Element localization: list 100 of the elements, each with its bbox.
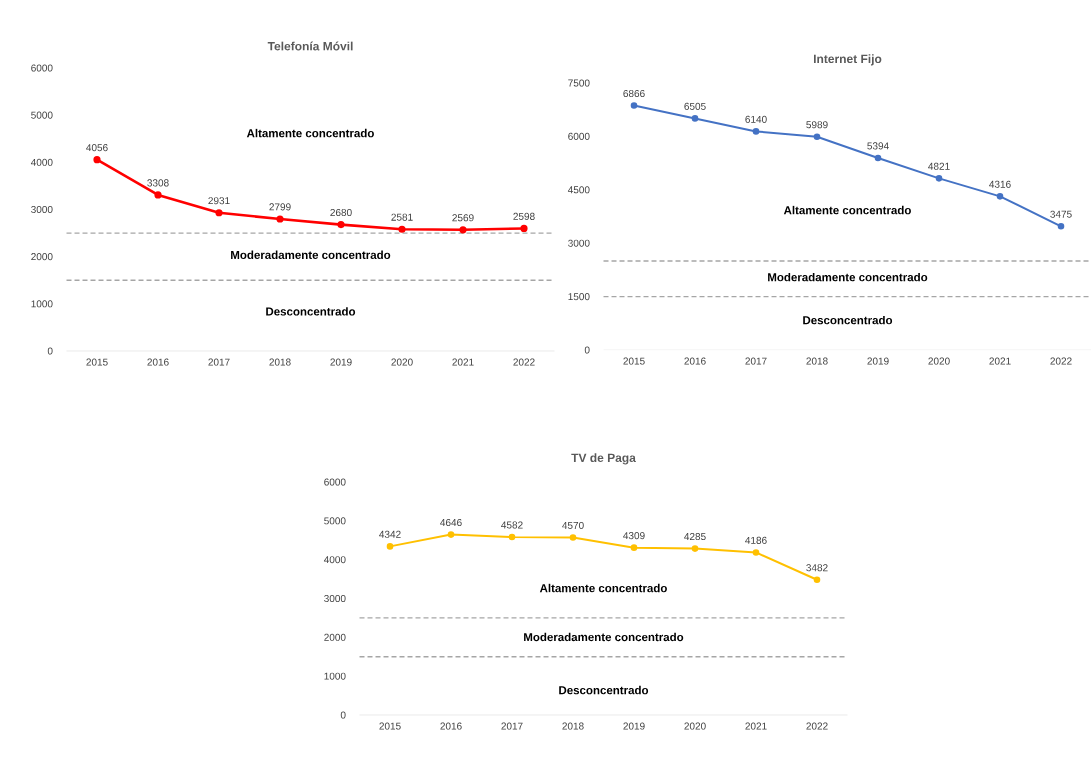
point: [276, 215, 284, 223]
y-tick-label: 1000: [324, 672, 346, 680]
point: [569, 534, 577, 541]
x-tick-label: 2015: [379, 722, 401, 730]
point: [630, 102, 638, 109]
x-tick-label: 2022: [513, 358, 535, 366]
annotation: Altamente concentrado: [539, 583, 667, 593]
x-tick-label: 2018: [269, 358, 291, 366]
data-label: 4316: [989, 180, 1011, 188]
point: [154, 191, 162, 199]
data-label: 4582: [501, 521, 523, 529]
point: [752, 128, 760, 135]
y-tick-label: 3000: [31, 205, 53, 214]
data-label: 6140: [745, 115, 767, 123]
x-tick-label: 2017: [208, 358, 230, 366]
x-tick-label: 2022: [1050, 357, 1072, 365]
data-label: 6866: [623, 89, 645, 98]
y-tick-label: 0: [47, 347, 53, 355]
y-tick-label: 7500: [568, 79, 590, 87]
data-label: 4646: [440, 518, 462, 527]
x-tick-label: 2019: [330, 358, 352, 366]
data-label: 5394: [867, 142, 889, 150]
data-label: 2931: [208, 197, 230, 205]
chart-title: TV de Paga: [571, 453, 636, 465]
point: [398, 225, 406, 233]
point: [508, 533, 516, 541]
y-tick-label: 4000: [323, 556, 346, 564]
x-tick-label: 2018: [806, 357, 828, 365]
annotation: Altamente concentrado: [783, 205, 911, 215]
data-label: 5989: [806, 121, 828, 129]
x-tick-label: 2015: [623, 357, 645, 365]
point: [215, 209, 223, 217]
data-label: 4570: [562, 521, 584, 529]
y-tick-label: 2000: [31, 253, 53, 261]
point: [459, 226, 467, 234]
point: [691, 115, 699, 122]
data-label: 4285: [684, 532, 706, 541]
x-tick-label: 2018: [562, 722, 584, 730]
y-tick-label: 1500: [568, 293, 590, 301]
x-tick-label: 2020: [684, 722, 706, 730]
annotation: Altamente concentrado: [246, 128, 374, 138]
point: [447, 531, 455, 538]
point: [520, 224, 528, 233]
x-tick-label: 2021: [452, 358, 474, 366]
y-tick-label: 4500: [567, 186, 590, 194]
x-tick-label: 2020: [928, 357, 950, 365]
data-label: 2799: [269, 203, 291, 211]
y-tick-label: 3000: [568, 239, 590, 247]
data-label: 4821: [928, 162, 950, 170]
annotation: Moderadamente concentrado: [524, 632, 684, 642]
y-tick-label: 4000: [30, 158, 53, 166]
point: [630, 544, 638, 551]
data-label: 6505: [684, 102, 706, 110]
point: [813, 133, 821, 141]
data-label: 2680: [330, 208, 352, 217]
y-tick-label: 6000: [324, 478, 346, 486]
data-label: 3475: [1050, 210, 1072, 218]
annotation: Moderadamente concentrado: [768, 272, 928, 282]
point: [935, 175, 943, 182]
data-label: 4309: [623, 532, 645, 540]
data-label: 4342: [379, 530, 401, 538]
chart-title: Telefonía Móvil: [267, 41, 353, 51]
y-tick-label: 6000: [31, 64, 53, 72]
point: [93, 156, 101, 164]
y-tick-label: 3000: [324, 594, 346, 603]
annotation: Desconcentrado: [559, 685, 649, 695]
y-tick-label: 6000: [568, 132, 590, 140]
data-label: 3482: [806, 564, 828, 572]
point: [691, 545, 699, 552]
data-label: 3308: [147, 179, 169, 187]
point: [874, 154, 882, 162]
data-label: 2569: [452, 214, 474, 222]
y-tick-label: 5000: [31, 111, 53, 119]
point: [813, 576, 821, 584]
x-tick-label: 2016: [147, 358, 169, 366]
y-tick-label: 0: [584, 346, 590, 354]
x-tick-label: 2019: [623, 722, 645, 730]
y-tick-label: 2000: [324, 633, 346, 641]
data-label: 4056: [86, 144, 108, 152]
data-label: 4186: [745, 536, 767, 544]
x-tick-label: 2016: [440, 722, 462, 730]
point: [337, 220, 345, 229]
data-label: 2581: [391, 213, 413, 221]
x-tick-label: 2015: [86, 358, 108, 366]
x-tick-label: 2022: [806, 722, 828, 730]
point: [386, 543, 394, 550]
x-tick-label: 2020: [391, 358, 413, 366]
annotation: Moderadamente concentrado: [231, 250, 391, 259]
point: [996, 193, 1004, 200]
y-tick-label: 1000: [31, 300, 53, 308]
point: [1057, 222, 1065, 230]
point: [752, 549, 760, 556]
y-tick-label: 0: [340, 711, 346, 719]
x-tick-label: 2019: [867, 357, 889, 365]
x-tick-label: 2021: [989, 357, 1011, 365]
x-tick-label: 2021: [745, 722, 767, 730]
x-tick-label: 2017: [501, 722, 523, 730]
x-tick-label: 2017: [745, 357, 767, 365]
annotation: Desconcentrado: [266, 307, 356, 316]
chart-title: Internet Fijo: [813, 54, 882, 66]
